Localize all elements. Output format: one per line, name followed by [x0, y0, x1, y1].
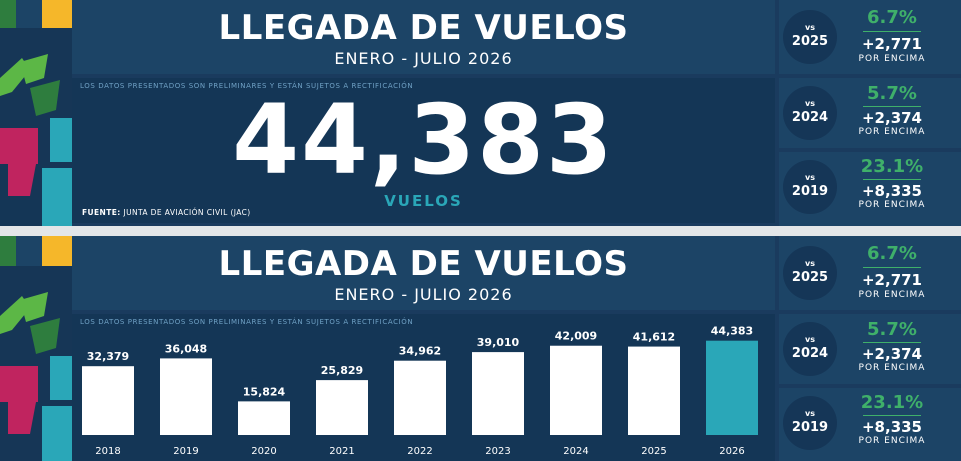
x-tick-label: 2018: [95, 446, 120, 457]
abs-change: +2,374: [861, 345, 922, 363]
divider: [863, 179, 921, 180]
divider: [863, 267, 921, 268]
bar-value-label: 44,383: [711, 325, 753, 338]
comparison-card-2019: vs 2019 23.1% +8,335 POR ENCIMA: [779, 152, 961, 226]
abs-change: +8,335: [861, 182, 922, 200]
bar-value-label: 34,962: [399, 345, 441, 358]
change-direction: POR ENCIMA: [858, 436, 926, 446]
bar-value-label: 41,612: [633, 331, 675, 344]
x-tick-label: 2023: [485, 446, 510, 457]
vs-label: vs: [805, 23, 815, 32]
vs-year: 2024: [791, 110, 829, 125]
bar-value-label: 36,048: [165, 342, 207, 355]
vs-year: 2019: [791, 420, 829, 435]
vs-label: vs: [805, 99, 815, 108]
bar-chart: 32,379 2018 36,048 2019 15,824 2020 25,829 2021…: [82, 325, 758, 457]
chart-panel: LLEGADA DE VUELOS ENERO - JULIO 2026 LOS…: [0, 236, 961, 461]
bar-value-label: 25,829: [321, 364, 363, 377]
bar-2026: [706, 340, 758, 435]
header: LLEGADA DE VUELOS ENERO - JULIO 2026: [72, 0, 775, 74]
change-direction: POR ENCIMA: [858, 200, 926, 210]
x-tick-label: 2021: [329, 446, 354, 457]
vs-badge: vs 2024: [783, 322, 837, 376]
bar-value-label: 39,010: [477, 336, 520, 349]
period-subtitle: ENERO - JULIO 2026: [334, 49, 513, 68]
vs-year: 2024: [791, 346, 829, 361]
x-tick-label: 2024: [563, 446, 588, 457]
pct-change: 23.1%: [860, 392, 924, 413]
decorative-pattern: [0, 236, 72, 461]
comparison-card-2024: vs 2024 5.7% +2,374 POR ENCIMA: [779, 314, 961, 384]
abs-change: +8,335: [861, 418, 922, 436]
pct-change: 6.7%: [867, 243, 917, 264]
source-line: FUENTE: JUNTA DE AVIACIÓN CIVIL (JAC): [82, 208, 251, 217]
bar-2018: [82, 366, 134, 435]
change-direction: POR ENCIMA: [858, 290, 926, 300]
decorative-pattern: [0, 0, 72, 226]
bar-2021: [316, 380, 368, 435]
source-label: FUENTE:: [82, 208, 121, 217]
divider: [863, 342, 921, 343]
divider: [863, 31, 921, 32]
divider: [863, 106, 921, 107]
x-tick-label: 2026: [719, 446, 744, 457]
vs-badge: vs 2024: [783, 86, 837, 140]
vs-badge: vs 2025: [783, 10, 837, 64]
chart-section: LOS DATOS PRESENTADOS SON PRELIMINARES Y…: [72, 314, 775, 461]
bar-value-label: 32,379: [87, 350, 129, 363]
total-flights-value: 44,383: [232, 84, 615, 196]
total-section: LOS DATOS PRESENTADOS SON PRELIMINARES Y…: [72, 78, 775, 223]
bar-2020: [238, 401, 290, 435]
bar-value-label: 42,009: [555, 330, 597, 343]
unit-label: VUELOS: [384, 192, 463, 210]
source-text: JUNTA DE AVIACIÓN CIVIL (JAC): [123, 208, 251, 217]
divider: [863, 415, 921, 416]
bar-2024: [550, 345, 602, 435]
change-direction: POR ENCIMA: [858, 54, 926, 64]
abs-change: +2,374: [861, 109, 922, 127]
vs-badge: vs 2025: [783, 246, 837, 300]
pct-change: 5.7%: [867, 83, 917, 104]
x-tick-label: 2020: [251, 446, 276, 457]
summary-panel: LLEGADA DE VUELOS ENERO - JULIO 2026 LOS…: [0, 0, 961, 226]
pct-change: 23.1%: [860, 156, 924, 177]
change-direction: POR ENCIMA: [858, 363, 926, 373]
bar-2019: [160, 358, 212, 435]
bar-2025: [628, 346, 680, 435]
change-direction: POR ENCIMA: [858, 127, 926, 137]
comparison-card-2025: vs 2025 6.7% +2,771 POR ENCIMA: [779, 236, 961, 310]
bar-2023: [472, 352, 524, 435]
x-tick-label: 2019: [173, 446, 198, 457]
period-subtitle: ENERO - JULIO 2026: [334, 285, 513, 304]
pct-change: 5.7%: [867, 319, 917, 340]
abs-change: +2,771: [861, 271, 922, 289]
vs-label: vs: [805, 173, 815, 182]
page-title: LLEGADA DE VUELOS: [218, 8, 629, 48]
x-tick-label: 2022: [407, 446, 432, 457]
preliminary-note: LOS DATOS PRESENTADOS SON PRELIMINARES Y…: [80, 82, 414, 90]
comparison-card-2024: vs 2024 5.7% +2,374 POR ENCIMA: [779, 78, 961, 148]
vs-label: vs: [805, 409, 815, 418]
vs-year: 2025: [791, 34, 829, 49]
comparison-card-2025: vs 2025 6.7% +2,771 POR ENCIMA: [779, 0, 961, 74]
page-title: LLEGADA DE VUELOS: [218, 244, 629, 284]
vs-badge: vs 2019: [783, 160, 837, 214]
preliminary-note: LOS DATOS PRESENTADOS SON PRELIMINARES Y…: [80, 318, 414, 326]
vs-label: vs: [805, 335, 815, 344]
bar-value-label: 15,824: [243, 385, 286, 398]
bar-2022: [394, 360, 446, 435]
vs-year: 2019: [791, 184, 829, 199]
comparison-card-2019: vs 2019 23.1% +8,335 POR ENCIMA: [779, 388, 961, 461]
vs-year: 2025: [791, 270, 829, 285]
vs-label: vs: [805, 259, 815, 268]
pct-change: 6.7%: [867, 7, 917, 28]
vs-badge: vs 2019: [783, 396, 837, 450]
header: LLEGADA DE VUELOS ENERO - JULIO 2026: [72, 236, 775, 310]
x-tick-label: 2025: [641, 446, 666, 457]
abs-change: +2,771: [861, 35, 922, 53]
